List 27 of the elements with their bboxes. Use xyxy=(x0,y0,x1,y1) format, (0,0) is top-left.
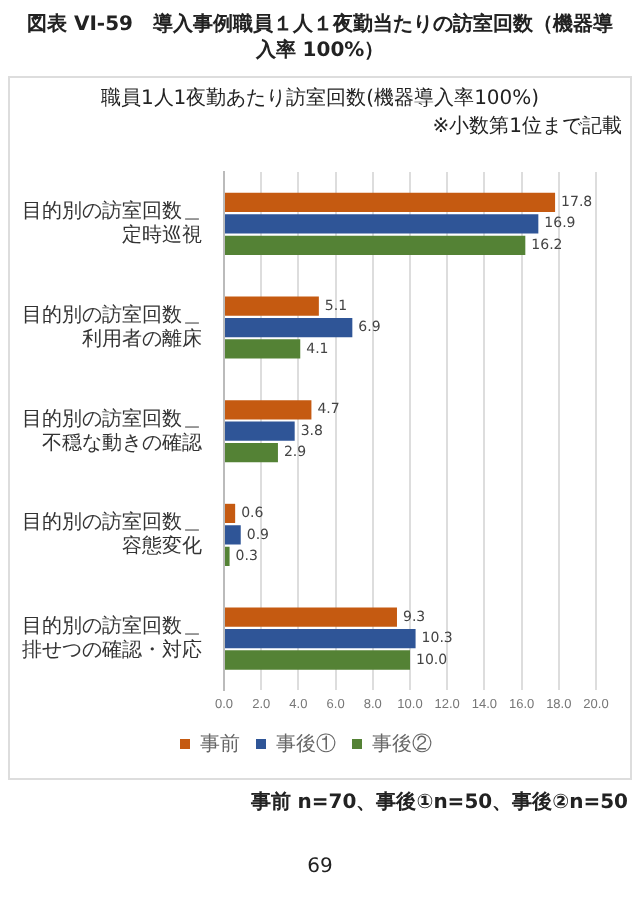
legend-label: 事後② xyxy=(372,731,432,756)
y-tick-label: 目的別の訪室回数＿定時巡視 xyxy=(22,199,202,248)
y-tick-label: 目的別の訪室回数＿容態変化 xyxy=(22,510,202,559)
bar xyxy=(225,421,295,441)
y-tick-label: 目的別の訪室回数＿排せつの確認・対応 xyxy=(22,614,202,663)
legend-label: 事後① xyxy=(276,731,336,756)
bar xyxy=(225,607,397,627)
bar xyxy=(225,214,539,234)
chart-title: 図表 VI-59 導入事例職員１人１夜勤当たりの訪室回数（機器導入率 100%） xyxy=(24,12,615,64)
bar xyxy=(225,503,236,524)
bar xyxy=(225,317,353,338)
bar xyxy=(225,400,312,420)
bar xyxy=(225,525,241,545)
bar xyxy=(225,235,526,255)
y-tick-label: 目的別の訪室回数＿利用者の離床 xyxy=(22,303,202,352)
text: 69 xyxy=(305,856,335,878)
bar xyxy=(225,628,416,649)
bar xyxy=(225,442,278,463)
bar xyxy=(225,650,410,670)
text: ※小数第1位まで記載 xyxy=(432,113,622,140)
bar xyxy=(225,192,556,213)
legend-label: 事前 xyxy=(200,731,240,756)
bar xyxy=(225,339,301,359)
y-tick-label: 目的別の訪室回数＿不穏な動きの確認 xyxy=(22,406,202,455)
bar xyxy=(225,296,319,316)
text: 事前 n=70、事後①n=50、事後②n=50 xyxy=(250,789,628,816)
chart-subtitle: 職員1人1夜勤あたり訪室回数(機器導入率100%) xyxy=(98,85,542,112)
